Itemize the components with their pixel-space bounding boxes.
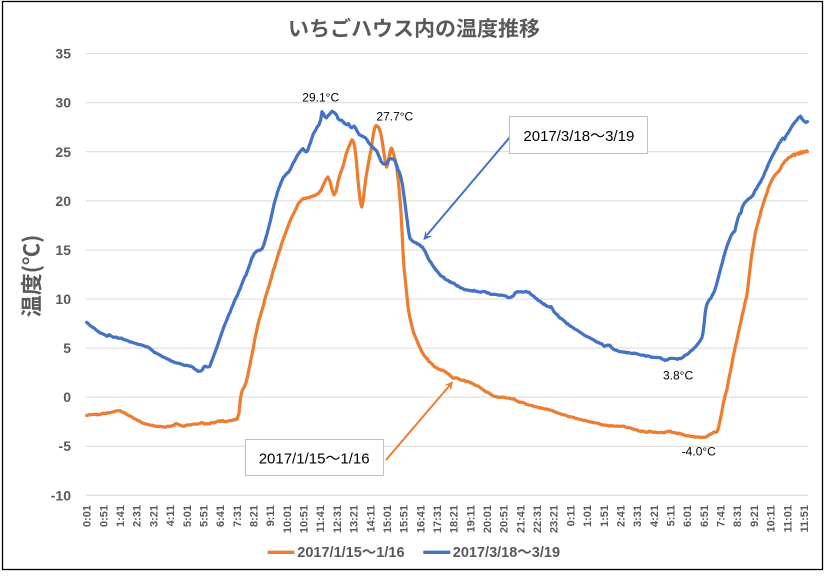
svg-text:12:31: 12:31 (332, 505, 344, 533)
svg-text:1:01: 1:01 (582, 505, 594, 527)
svg-text:2017/1/15: 2017/1/15 (259, 451, 326, 468)
svg-text:30: 30 (55, 95, 71, 111)
svg-text:5:51: 5:51 (199, 505, 211, 527)
svg-text:3/19: 3/19 (605, 128, 634, 145)
svg-text:17:31: 17:31 (432, 505, 444, 533)
svg-text:23:21: 23:21 (549, 505, 561, 533)
svg-text:7:31: 7:31 (232, 505, 244, 527)
svg-text:15: 15 (55, 242, 71, 258)
svg-text:9:11: 9:11 (265, 505, 277, 526)
svg-text:1/16: 1/16 (376, 545, 404, 561)
svg-text:2:41: 2:41 (616, 505, 628, 527)
svg-text:29.1°C: 29.1°C (302, 90, 339, 104)
svg-text:5:11: 5:11 (666, 505, 678, 526)
svg-text:18:21: 18:21 (449, 505, 461, 533)
svg-text:3:21: 3:21 (148, 505, 160, 527)
svg-text:3.8°C: 3.8°C (663, 369, 693, 383)
svg-text:4:21: 4:21 (649, 505, 661, 527)
svg-text:-5: -5 (59, 438, 72, 454)
svg-text:20:51: 20:51 (499, 505, 511, 533)
svg-text:3:31: 3:31 (632, 505, 644, 527)
svg-text:21:41: 21:41 (515, 505, 527, 533)
svg-text:15:51: 15:51 (399, 505, 411, 533)
svg-text:2:31: 2:31 (132, 505, 144, 527)
svg-text:10:01: 10:01 (282, 505, 294, 533)
svg-text:10: 10 (55, 291, 71, 307)
svg-text:0:11: 0:11 (565, 505, 577, 526)
svg-text:1/16: 1/16 (340, 451, 369, 468)
svg-text:10:11: 10:11 (766, 505, 778, 533)
svg-text:14:11: 14:11 (365, 505, 377, 533)
svg-text:4:11: 4:11 (165, 505, 177, 526)
svg-text:10:51: 10:51 (299, 505, 311, 533)
svg-text:0:51: 0:51 (98, 505, 110, 527)
svg-text:25: 25 (55, 144, 71, 160)
svg-text:8:31: 8:31 (732, 505, 744, 527)
svg-text:5: 5 (63, 340, 71, 356)
svg-text:27.7°C: 27.7°C (376, 110, 413, 124)
svg-text:2017/1/15: 2017/1/15 (297, 545, 362, 561)
svg-text:19:11: 19:11 (465, 505, 477, 533)
svg-text:1:41: 1:41 (115, 505, 127, 527)
svg-text:1:51: 1:51 (599, 505, 611, 527)
svg-text:2017/3/18: 2017/3/18 (453, 545, 518, 561)
svg-text:0:01: 0:01 (82, 505, 94, 527)
svg-text:0: 0 (63, 389, 71, 405)
svg-text:15:01: 15:01 (382, 505, 394, 533)
svg-text:16:41: 16:41 (415, 505, 427, 533)
svg-text:13:21: 13:21 (349, 505, 361, 533)
svg-text:20: 20 (55, 193, 71, 209)
svg-text:8:21: 8:21 (249, 505, 261, 527)
svg-text:6:51: 6:51 (699, 505, 711, 527)
svg-text:5:01: 5:01 (182, 505, 194, 527)
svg-text:20:01: 20:01 (482, 505, 494, 533)
svg-text:11:51: 11:51 (799, 505, 811, 533)
svg-text:11:41: 11:41 (315, 505, 327, 533)
svg-text:9:21: 9:21 (749, 505, 761, 527)
svg-text:2017/3/18: 2017/3/18 (523, 128, 590, 145)
svg-text:-4.0°C: -4.0°C (682, 445, 716, 459)
svg-text:3/19: 3/19 (532, 545, 560, 561)
svg-text:6:41: 6:41 (215, 505, 227, 527)
svg-text:6:01: 6:01 (682, 505, 694, 527)
svg-text:35: 35 (55, 46, 71, 62)
svg-text:11:01: 11:01 (782, 505, 794, 533)
svg-text:7:41: 7:41 (716, 505, 728, 527)
svg-text:-10: -10 (51, 487, 71, 503)
svg-text:22:31: 22:31 (532, 505, 544, 533)
